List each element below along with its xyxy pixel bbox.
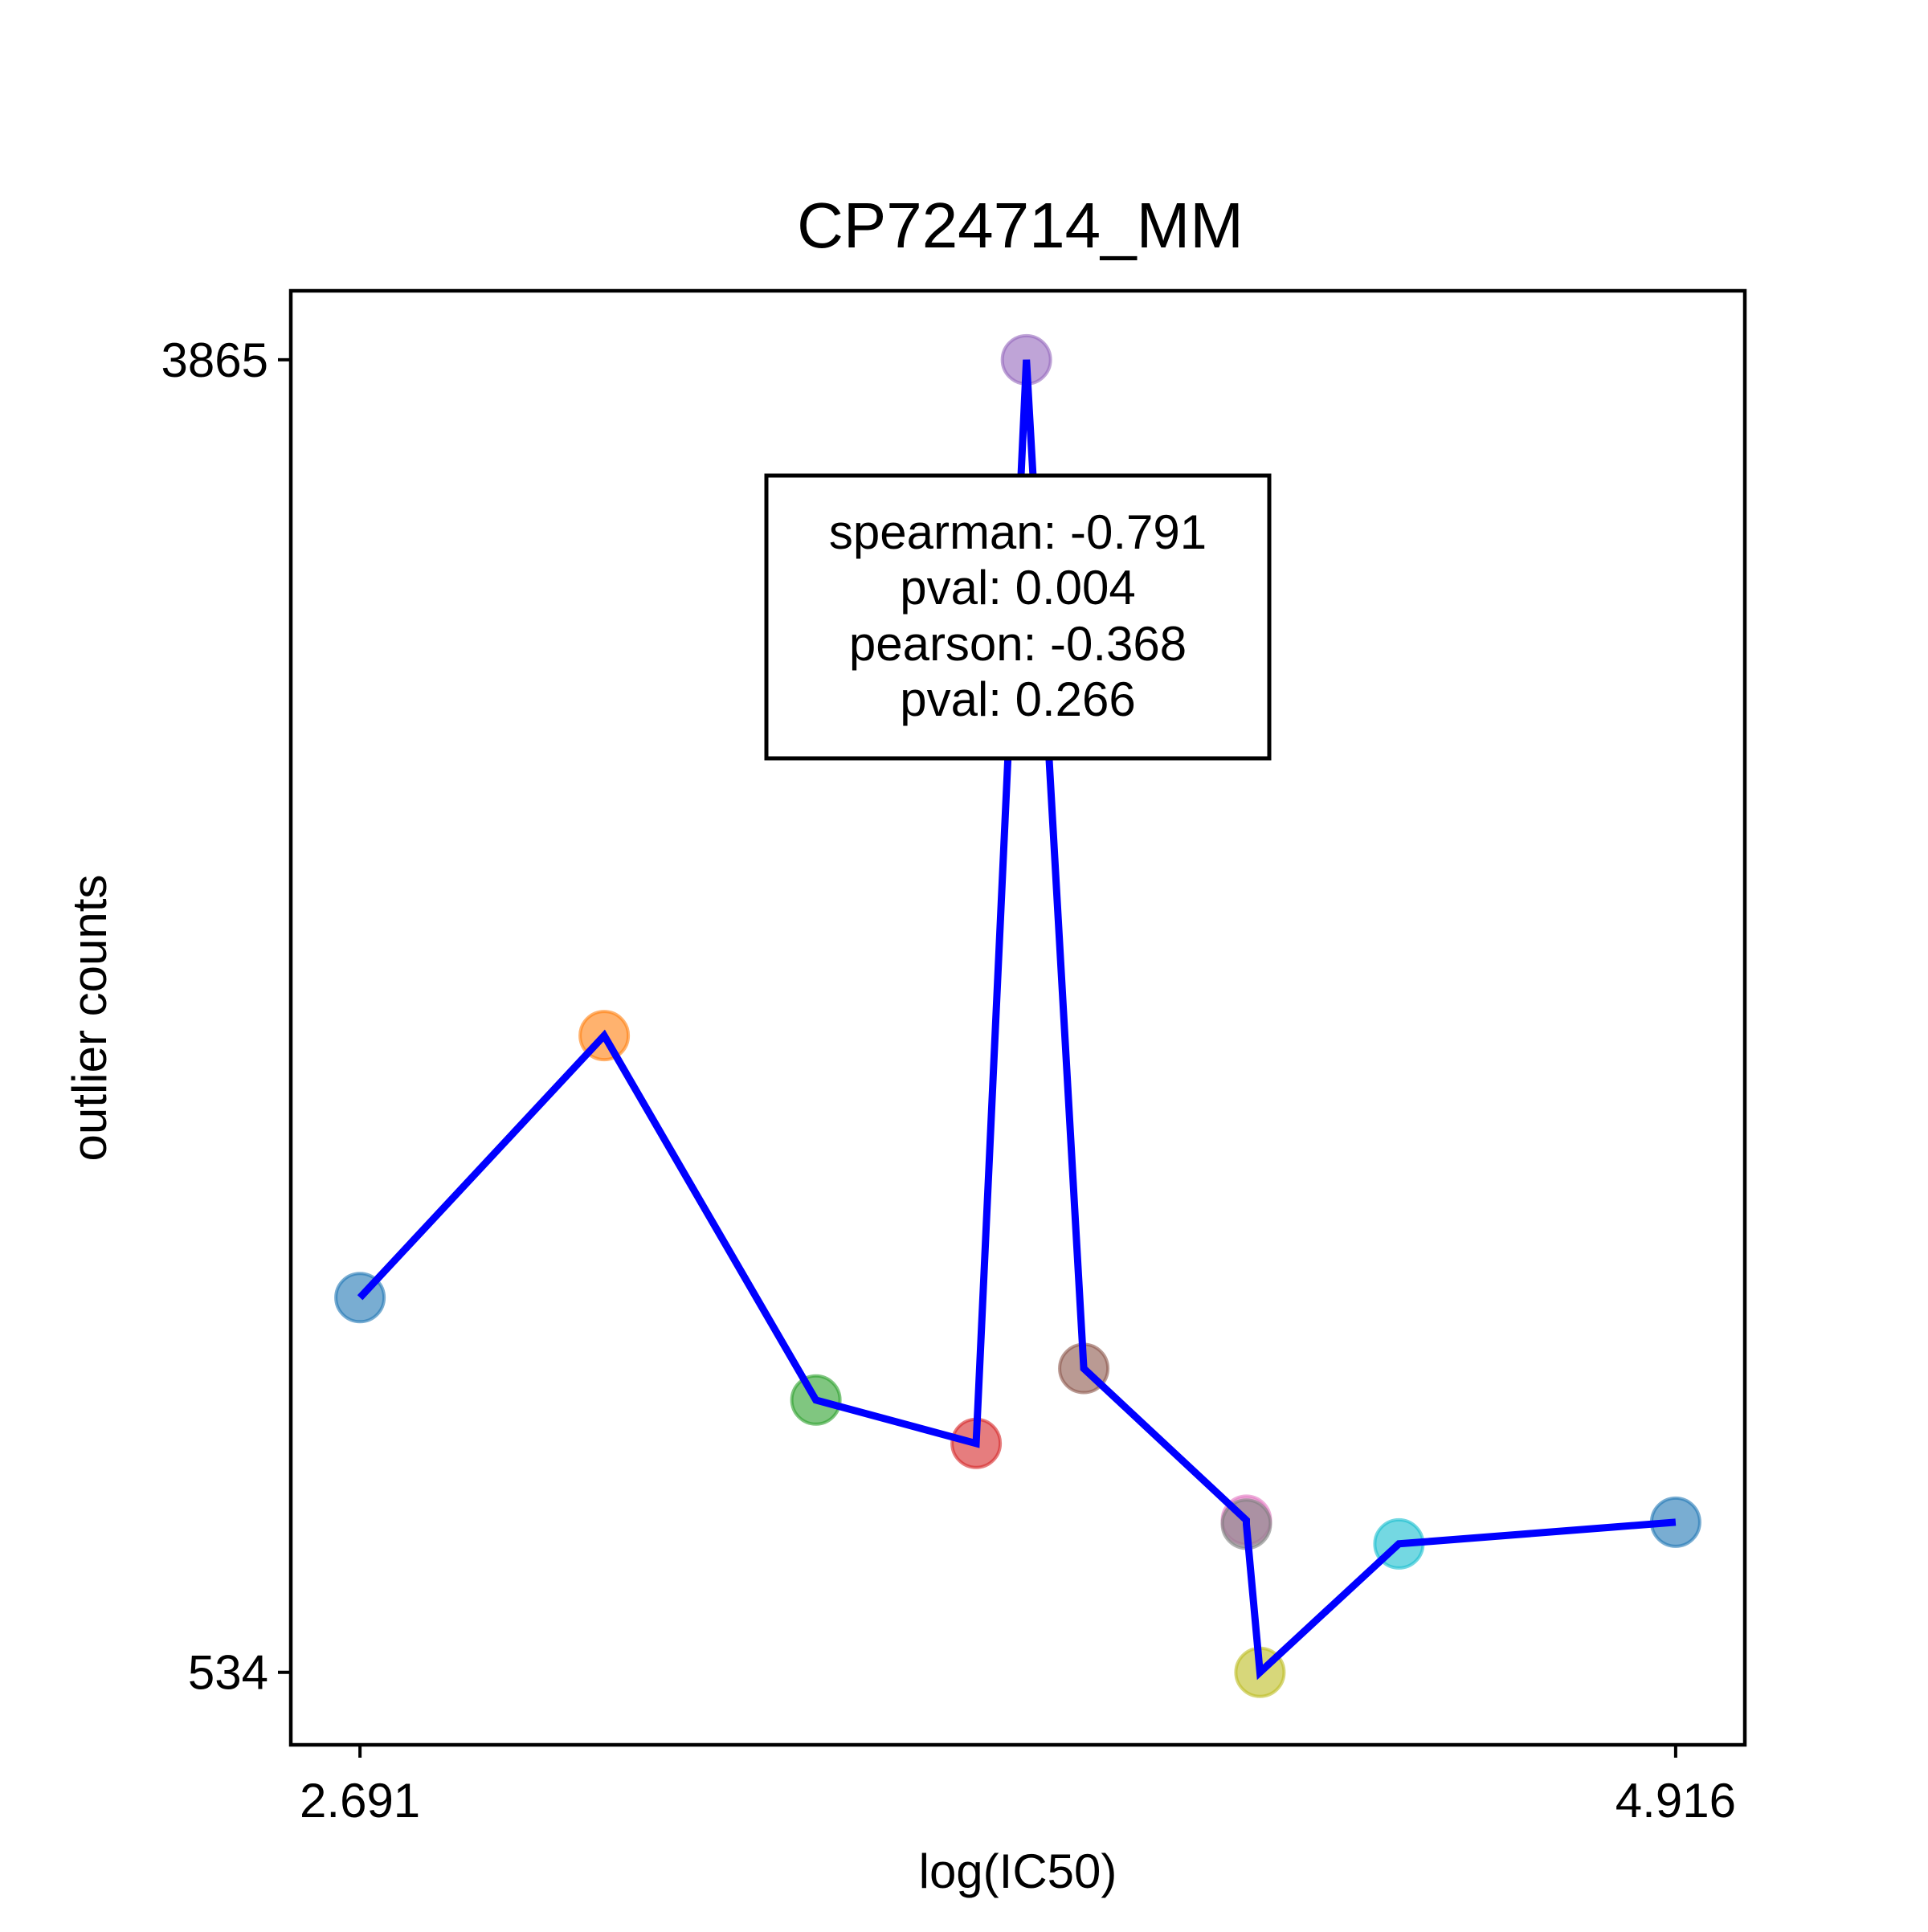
y-tick-label-0: 534 bbox=[188, 1646, 268, 1700]
y-axis-label: outlier counts bbox=[63, 875, 116, 1162]
stats-line-pearson-pval: pval: 0.266 bbox=[900, 672, 1136, 726]
stats-line-pearson: pearson: -0.368 bbox=[849, 617, 1187, 671]
axis-ticks: 2.691 4.916 534 3865 bbox=[161, 333, 1736, 1828]
y-tick-label-1: 3865 bbox=[161, 333, 268, 387]
plot-area bbox=[334, 333, 1701, 1698]
plot-frame bbox=[288, 288, 1747, 1747]
stats-line-spearman-pval: pval: 0.004 bbox=[900, 561, 1136, 615]
x-tick-label-1: 4.916 bbox=[1616, 1774, 1736, 1828]
chart-title: CP724714_MM bbox=[797, 190, 1244, 261]
x-tick-label-0: 2.691 bbox=[300, 1774, 420, 1828]
x-axis-label: log(IC50) bbox=[919, 1844, 1117, 1898]
stats-annotation-box: spearman: -0.791 pval: 0.004 pearson: -0… bbox=[764, 473, 1272, 761]
series-line bbox=[357, 359, 1677, 1681]
stats-box-frame bbox=[764, 473, 1272, 761]
stats-line-spearman: spearman: -0.791 bbox=[829, 505, 1207, 559]
